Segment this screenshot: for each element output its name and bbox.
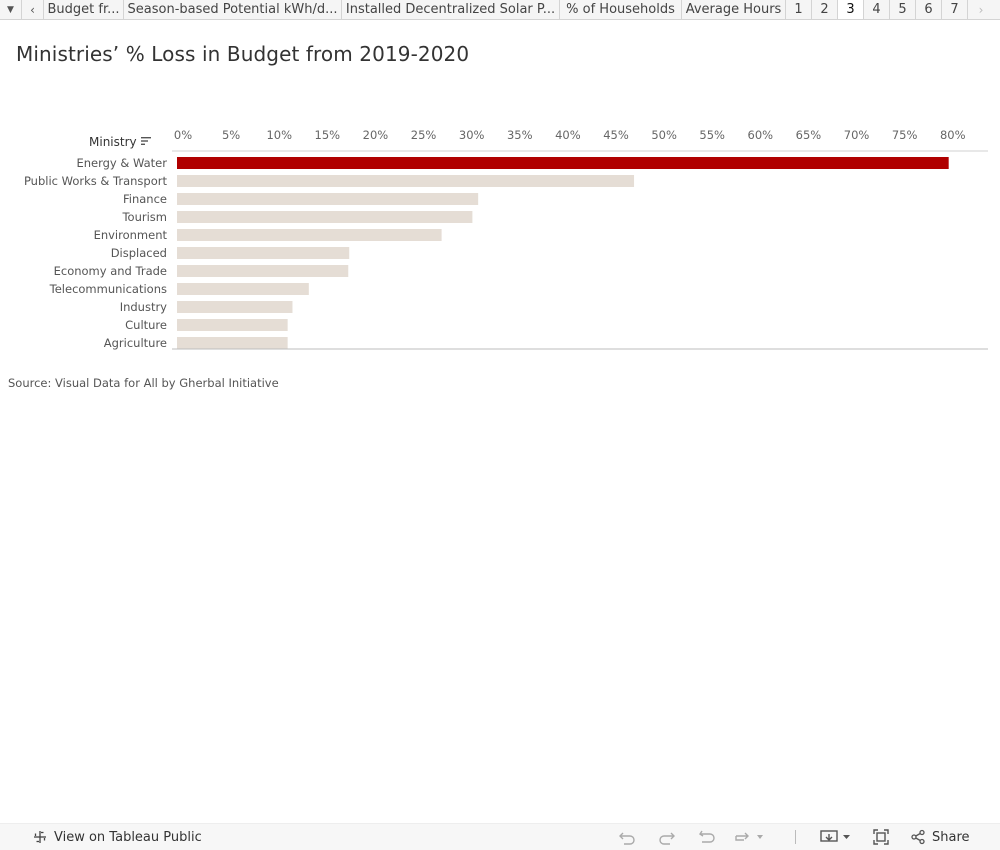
x-tick-label: 30% — [459, 128, 485, 142]
view-on-tableau-link[interactable]: View on Tableau Public — [32, 829, 202, 845]
bar[interactable] — [177, 229, 442, 241]
source-note: Source: Visual Data for All by Gherbal I… — [8, 376, 279, 390]
tab-next-icon[interactable]: › — [978, 2, 984, 17]
download-icon[interactable] — [820, 829, 852, 845]
x-tick-label: 70% — [844, 128, 870, 142]
bar[interactable] — [177, 265, 349, 277]
category-labels: Energy & Water Public Works & Transport Fi… — [24, 156, 168, 350]
category-label: Finance — [123, 192, 167, 206]
category-label: Tourism — [121, 210, 167, 224]
bar[interactable] — [177, 283, 309, 295]
bar[interactable] — [177, 211, 473, 223]
x-tick-label: 65% — [796, 128, 822, 142]
x-tick-label: 40% — [555, 128, 581, 142]
sort-icon[interactable] — [141, 137, 151, 145]
bar[interactable] — [177, 319, 288, 331]
tab-page-6[interactable]: 6 — [916, 0, 942, 19]
tab-page-3[interactable]: 3 — [838, 0, 864, 19]
category-label: Displaced — [111, 246, 167, 260]
bar[interactable] — [177, 193, 479, 205]
category-label: Environment — [94, 228, 168, 242]
fullscreen-icon[interactable] — [872, 829, 890, 845]
category-label: Telecommunications — [49, 282, 167, 296]
category-label: Economy and Trade — [54, 264, 167, 278]
x-tick-label: 80% — [940, 128, 966, 142]
bar[interactable] — [177, 301, 293, 313]
x-tick-label: 50% — [651, 128, 677, 142]
view-on-tableau-label: View on Tableau Public — [54, 829, 202, 845]
x-tick-label: 45% — [603, 128, 629, 142]
share-label: Share — [932, 829, 970, 845]
category-label: Agriculture — [104, 336, 167, 350]
category-label: Public Works & Transport — [24, 174, 168, 188]
bar[interactable] — [177, 337, 288, 349]
x-tick-label: 20% — [363, 128, 389, 142]
footer-toolbar: View on Tableau Public Share — [0, 823, 1000, 850]
tab-installed-decentralized-solar[interactable]: Installed Decentralized Solar P... — [342, 0, 560, 19]
tab-budget[interactable]: Budget fr... — [44, 0, 124, 19]
tab-page-4[interactable]: 4 — [864, 0, 890, 19]
x-tick-label: 55% — [699, 128, 725, 142]
x-axis: 0% 5% 10% 15% 20% 25% 30% 35% 40% 45% 50% 55% 60% 65%… — [174, 128, 966, 142]
revert-icon[interactable] — [698, 829, 716, 845]
category-label: Energy & Water — [76, 156, 167, 170]
bar[interactable] — [177, 157, 949, 169]
tab-page-5[interactable]: 5 — [890, 0, 916, 19]
undo-icon[interactable] — [618, 829, 636, 845]
tab-prev-icon[interactable]: ‹ — [22, 0, 44, 19]
chart-title: Ministries’ % Loss in Budget from 2019-2… — [16, 42, 470, 66]
refresh-icon[interactable] — [734, 829, 764, 845]
tab-page-7[interactable]: 7 — [942, 0, 968, 19]
bar[interactable] — [177, 247, 350, 259]
toolbar-divider — [795, 830, 796, 844]
x-tick-label: 75% — [892, 128, 918, 142]
share-button[interactable]: Share — [910, 829, 970, 845]
tab-season-based-potential[interactable]: Season-based Potential kWh/d... — [124, 0, 342, 19]
y-axis-title[interactable]: Ministry — [89, 135, 151, 149]
tab-percent-households[interactable]: % of Households — [560, 0, 682, 19]
share-icon — [911, 829, 925, 845]
tab-page-2[interactable]: 2 — [812, 0, 838, 19]
tab-strip: ▼ ‹ Budget fr... Season-based Potential … — [0, 0, 1000, 20]
bars — [177, 157, 949, 349]
tab-average-hours[interactable]: Average Hours — [682, 0, 786, 19]
category-label: Culture — [125, 318, 167, 332]
x-tick-label: 25% — [411, 128, 437, 142]
ministry-axis-title: Ministry — [89, 135, 137, 149]
bar-chart: 0% 5% 10% 15% 20% 25% 30% 35% 40% 45% 50% 55% 60% 65%… — [24, 128, 988, 350]
x-tick-label: 10% — [266, 128, 292, 142]
bar[interactable] — [177, 175, 635, 187]
x-tick-label: 15% — [315, 128, 341, 142]
x-tick-label: 5% — [222, 128, 240, 142]
x-tick-label: 60% — [748, 128, 774, 142]
tableau-icon — [34, 831, 46, 843]
tab-page-1[interactable]: 1 — [786, 0, 812, 19]
tab-menu-dropdown-icon[interactable]: ▼ — [0, 0, 22, 19]
redo-icon[interactable] — [658, 829, 676, 845]
x-tick-label: 35% — [507, 128, 533, 142]
x-tick-label: 0% — [174, 128, 192, 142]
category-label: Industry — [120, 300, 167, 314]
